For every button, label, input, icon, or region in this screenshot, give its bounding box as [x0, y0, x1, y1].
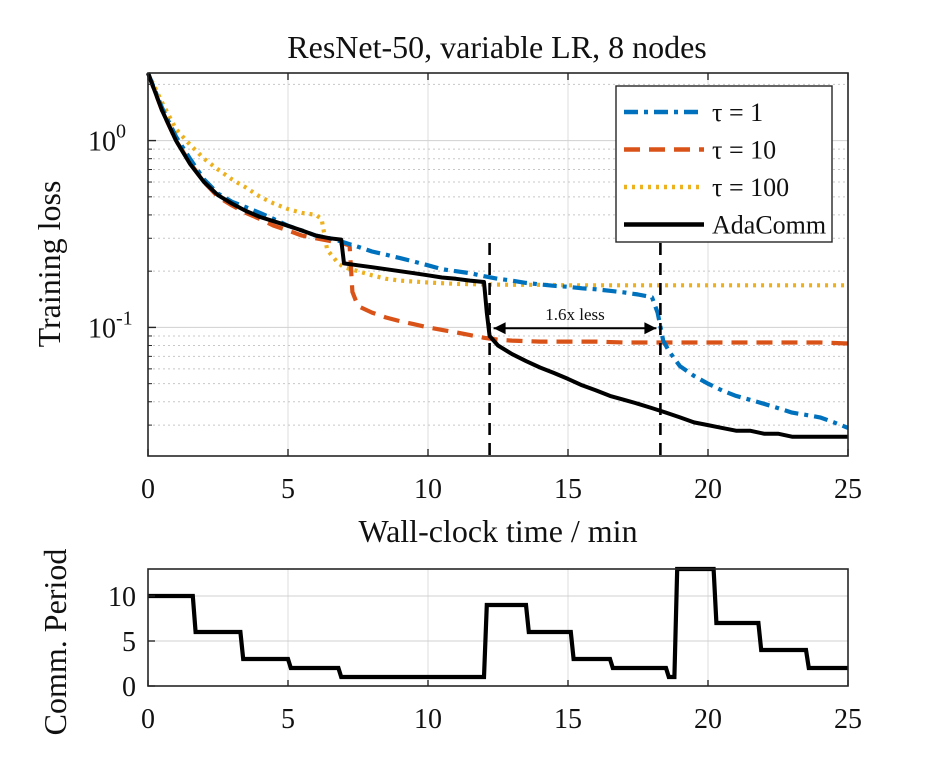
loss-x-tick-label: 0 [141, 474, 155, 505]
comm-plot-frame [147, 568, 849, 687]
legend: τ = 1 τ = 10 τ = 100 AdaComm [615, 85, 833, 243]
comm-x-tick-label: 20 [694, 704, 722, 735]
legend-box [615, 85, 833, 243]
speedup-annotation: 1.6x less [488, 243, 662, 456]
loss-chart: ResNet-50, variable LR, 8 nodes 1.6x les… [31, 29, 862, 549]
loss-x-label: Wall-clock time / min [358, 513, 637, 549]
comm-x-ticks: 0 5 10 15 20 25 [141, 680, 862, 735]
loss-x-tick-label: 5 [281, 474, 295, 505]
comm-y-tick-label: 0 [122, 672, 136, 703]
annotation-arrow-right-head [644, 322, 657, 335]
comm-series [148, 566, 848, 680]
annotation-arrow-left-head [493, 322, 506, 335]
loss-y-ticks: 100 10-1 [88, 83, 156, 426]
comm-period-chart: 0 5 10 15 20 25 0 5 10 Comm. Period [37, 549, 862, 736]
legend-label-0: τ = 1 [712, 98, 763, 127]
comm-x-tick-label: 25 [834, 704, 862, 735]
chart-title: ResNet-50, variable LR, 8 nodes [287, 29, 706, 65]
comm-grid [147, 569, 849, 687]
annotation-text: 1.6x less [545, 305, 605, 324]
series-line-1 [146, 72, 849, 346]
loss-x-tick-label: 10 [414, 474, 442, 505]
comm-period-line [148, 566, 848, 680]
loss-series [146, 72, 849, 439]
loss-x-tick-label: 20 [694, 474, 722, 505]
loss-y-tick-label: 10-1 [88, 307, 133, 344]
comm-y-tick-label: 5 [122, 627, 136, 658]
comm-x-tick-label: 5 [281, 704, 295, 735]
comm-x-tick-label: 10 [414, 704, 442, 735]
loss-plot-frame [147, 72, 849, 457]
legend-label-1: τ = 10 [712, 136, 776, 165]
loss-x-ticks: 0 5 10 15 20 25 [141, 73, 862, 505]
loss-y-tick-label: 100 [88, 121, 126, 158]
series-line-2 [146, 72, 848, 288]
comm-y-ticks: 0 5 10 [108, 582, 155, 703]
legend-label-3: AdaComm [712, 211, 826, 240]
comm-y-label: Comm. Period [37, 549, 73, 736]
series-line-3 [146, 72, 848, 439]
comm-y-tick-label: 10 [108, 582, 136, 613]
comm-x-tick-label: 0 [141, 704, 155, 735]
loss-x-tick-label: 15 [554, 474, 582, 505]
loss-x-tick-label: 25 [834, 474, 862, 505]
loss-y-label: Training loss [31, 181, 67, 348]
comm-x-tick-label: 15 [554, 704, 582, 735]
series-line-0 [146, 72, 849, 430]
legend-label-2: τ = 100 [712, 173, 789, 202]
